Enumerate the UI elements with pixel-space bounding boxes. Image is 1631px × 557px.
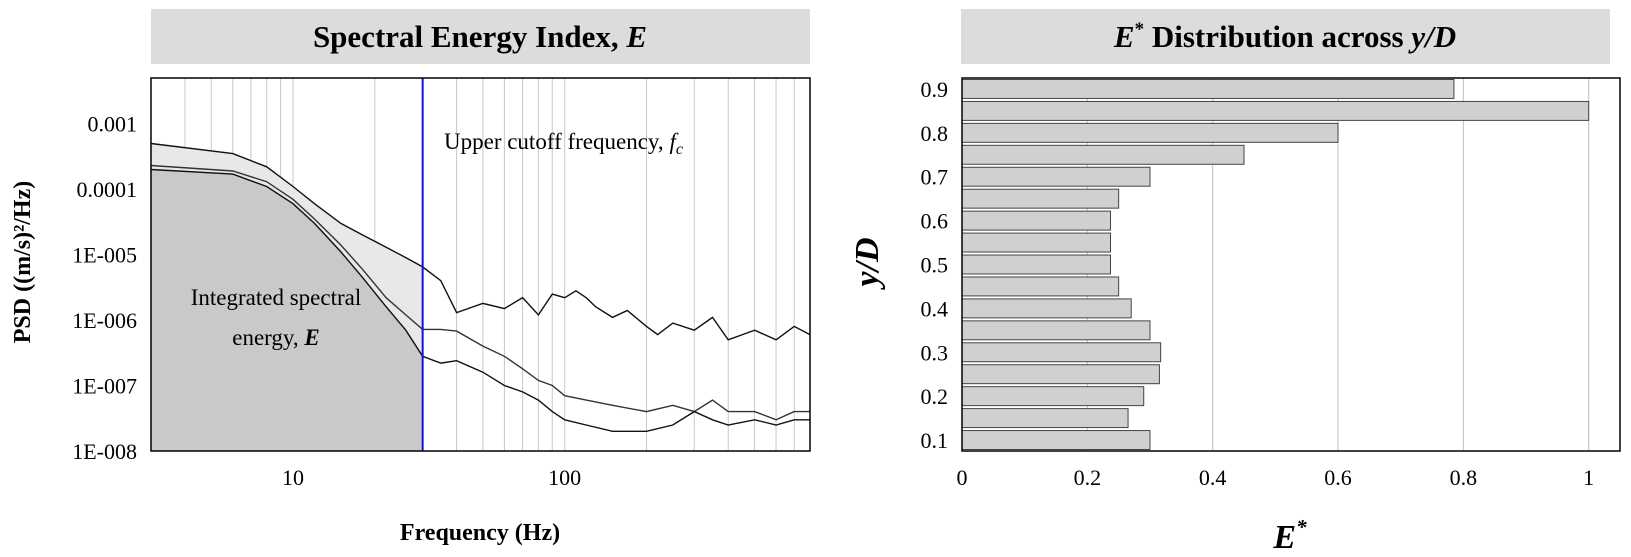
dist-x-tick-label: 0.6 [1324, 465, 1352, 490]
dist-x-tick-label: 1 [1583, 465, 1594, 490]
dist-bar [961, 79, 1455, 99]
dist-bar [961, 364, 1160, 385]
psd-x-tick-label: 100 [548, 465, 581, 490]
integrated-energy-area [151, 169, 423, 451]
dist-title: E* Distribution across y/D [1113, 19, 1456, 54]
psd-x-axis-label: Frequency (Hz) [400, 520, 560, 546]
cutoff-annotation: Upper cutoff frequency, fc [444, 129, 683, 158]
dist-x-tick-label: 0.2 [1074, 465, 1102, 490]
dist-bar [961, 144, 1245, 165]
dist-bar [961, 100, 1590, 121]
dist-bar [961, 276, 1120, 297]
dist-bar [961, 320, 1151, 341]
psd-chart: Spectral Energy Index, E 1E-0081E-0071E-… [10, 9, 811, 546]
dist-x-ticks: 0 0.2 0.4 0.6 0.8 1 [957, 465, 1595, 490]
dist-bar [961, 122, 1339, 143]
psd-series-line-1 [150, 142, 811, 341]
dist-plot-frame [961, 77, 1621, 452]
dist-bar [961, 430, 1151, 451]
psd-x-ticks: 10 100 [282, 465, 581, 490]
dist-y-tick-label: 0.8 [921, 121, 949, 146]
psd-title-band [151, 9, 810, 64]
psd-plot-frame [150, 77, 811, 452]
psd-y-tick-label: 0.0001 [77, 177, 138, 202]
dist-bar [961, 188, 1120, 209]
dist-title-band [961, 9, 1610, 64]
dist-y-ticks: 0.1 0.2 0.3 0.4 0.5 0.6 0.7 0.8 0.9 [921, 77, 949, 453]
dist-bar [961, 298, 1132, 319]
psd-x-tick-label: 10 [282, 465, 304, 490]
psd-title: Spectral Energy Index, E [313, 19, 647, 54]
dist-y-axis-label: y/D [849, 237, 886, 290]
dist-x-tick-label: 0.4 [1199, 465, 1227, 490]
dist-y-tick-label: 0.4 [921, 296, 949, 321]
dist-bar [961, 254, 1112, 275]
psd-y-tick-label: 1E-007 [72, 374, 137, 399]
dist-bar [961, 386, 1145, 407]
psd-y-tick-label: 1E-006 [72, 308, 137, 333]
dist-y-tick-label: 0.3 [921, 340, 949, 365]
dist-y-tick-label: 0.6 [921, 209, 949, 234]
dist-x-tick-label: 0.8 [1450, 465, 1478, 490]
dist-bar [961, 232, 1112, 253]
dist-y-tick-label: 0.9 [921, 77, 949, 102]
dist-bars [961, 79, 1590, 451]
dist-bar [961, 210, 1112, 231]
dist-y-tick-label: 0.7 [921, 165, 949, 190]
dist-bar [961, 342, 1162, 363]
energy-annotation-line2: energy, E [232, 325, 320, 350]
dist-x-tick-label: 0 [957, 465, 968, 490]
psd-y-tick-label: 0.001 [88, 112, 138, 137]
dist-bar [961, 408, 1129, 429]
dist-bar [961, 166, 1151, 187]
energy-annotation-line1: Integrated spectral [191, 285, 362, 310]
psd-series [150, 142, 811, 432]
psd-y-tick-label: 1E-008 [72, 439, 137, 464]
psd-y-tick-label: 1E-005 [72, 243, 137, 268]
dist-y-tick-label: 0.5 [921, 253, 949, 278]
dist-y-tick-label: 0.2 [921, 384, 949, 409]
psd-series-line-2 [150, 164, 810, 421]
spectrum-band-light [151, 143, 423, 357]
dist-x-axis-label: E* [1272, 515, 1307, 556]
psd-y-ticks: 1E-008 1E-007 1E-006 1E-005 0.0001 0.001 [72, 112, 137, 464]
psd-y-axis-label: PSD ((m/s)²/Hz) [10, 181, 36, 344]
dist-y-tick-label: 0.1 [921, 428, 949, 453]
psd-series-line-3 [150, 168, 810, 432]
energy-distribution-chart: E* Distribution across y/D 0.10.20.30.40… [849, 9, 1621, 556]
